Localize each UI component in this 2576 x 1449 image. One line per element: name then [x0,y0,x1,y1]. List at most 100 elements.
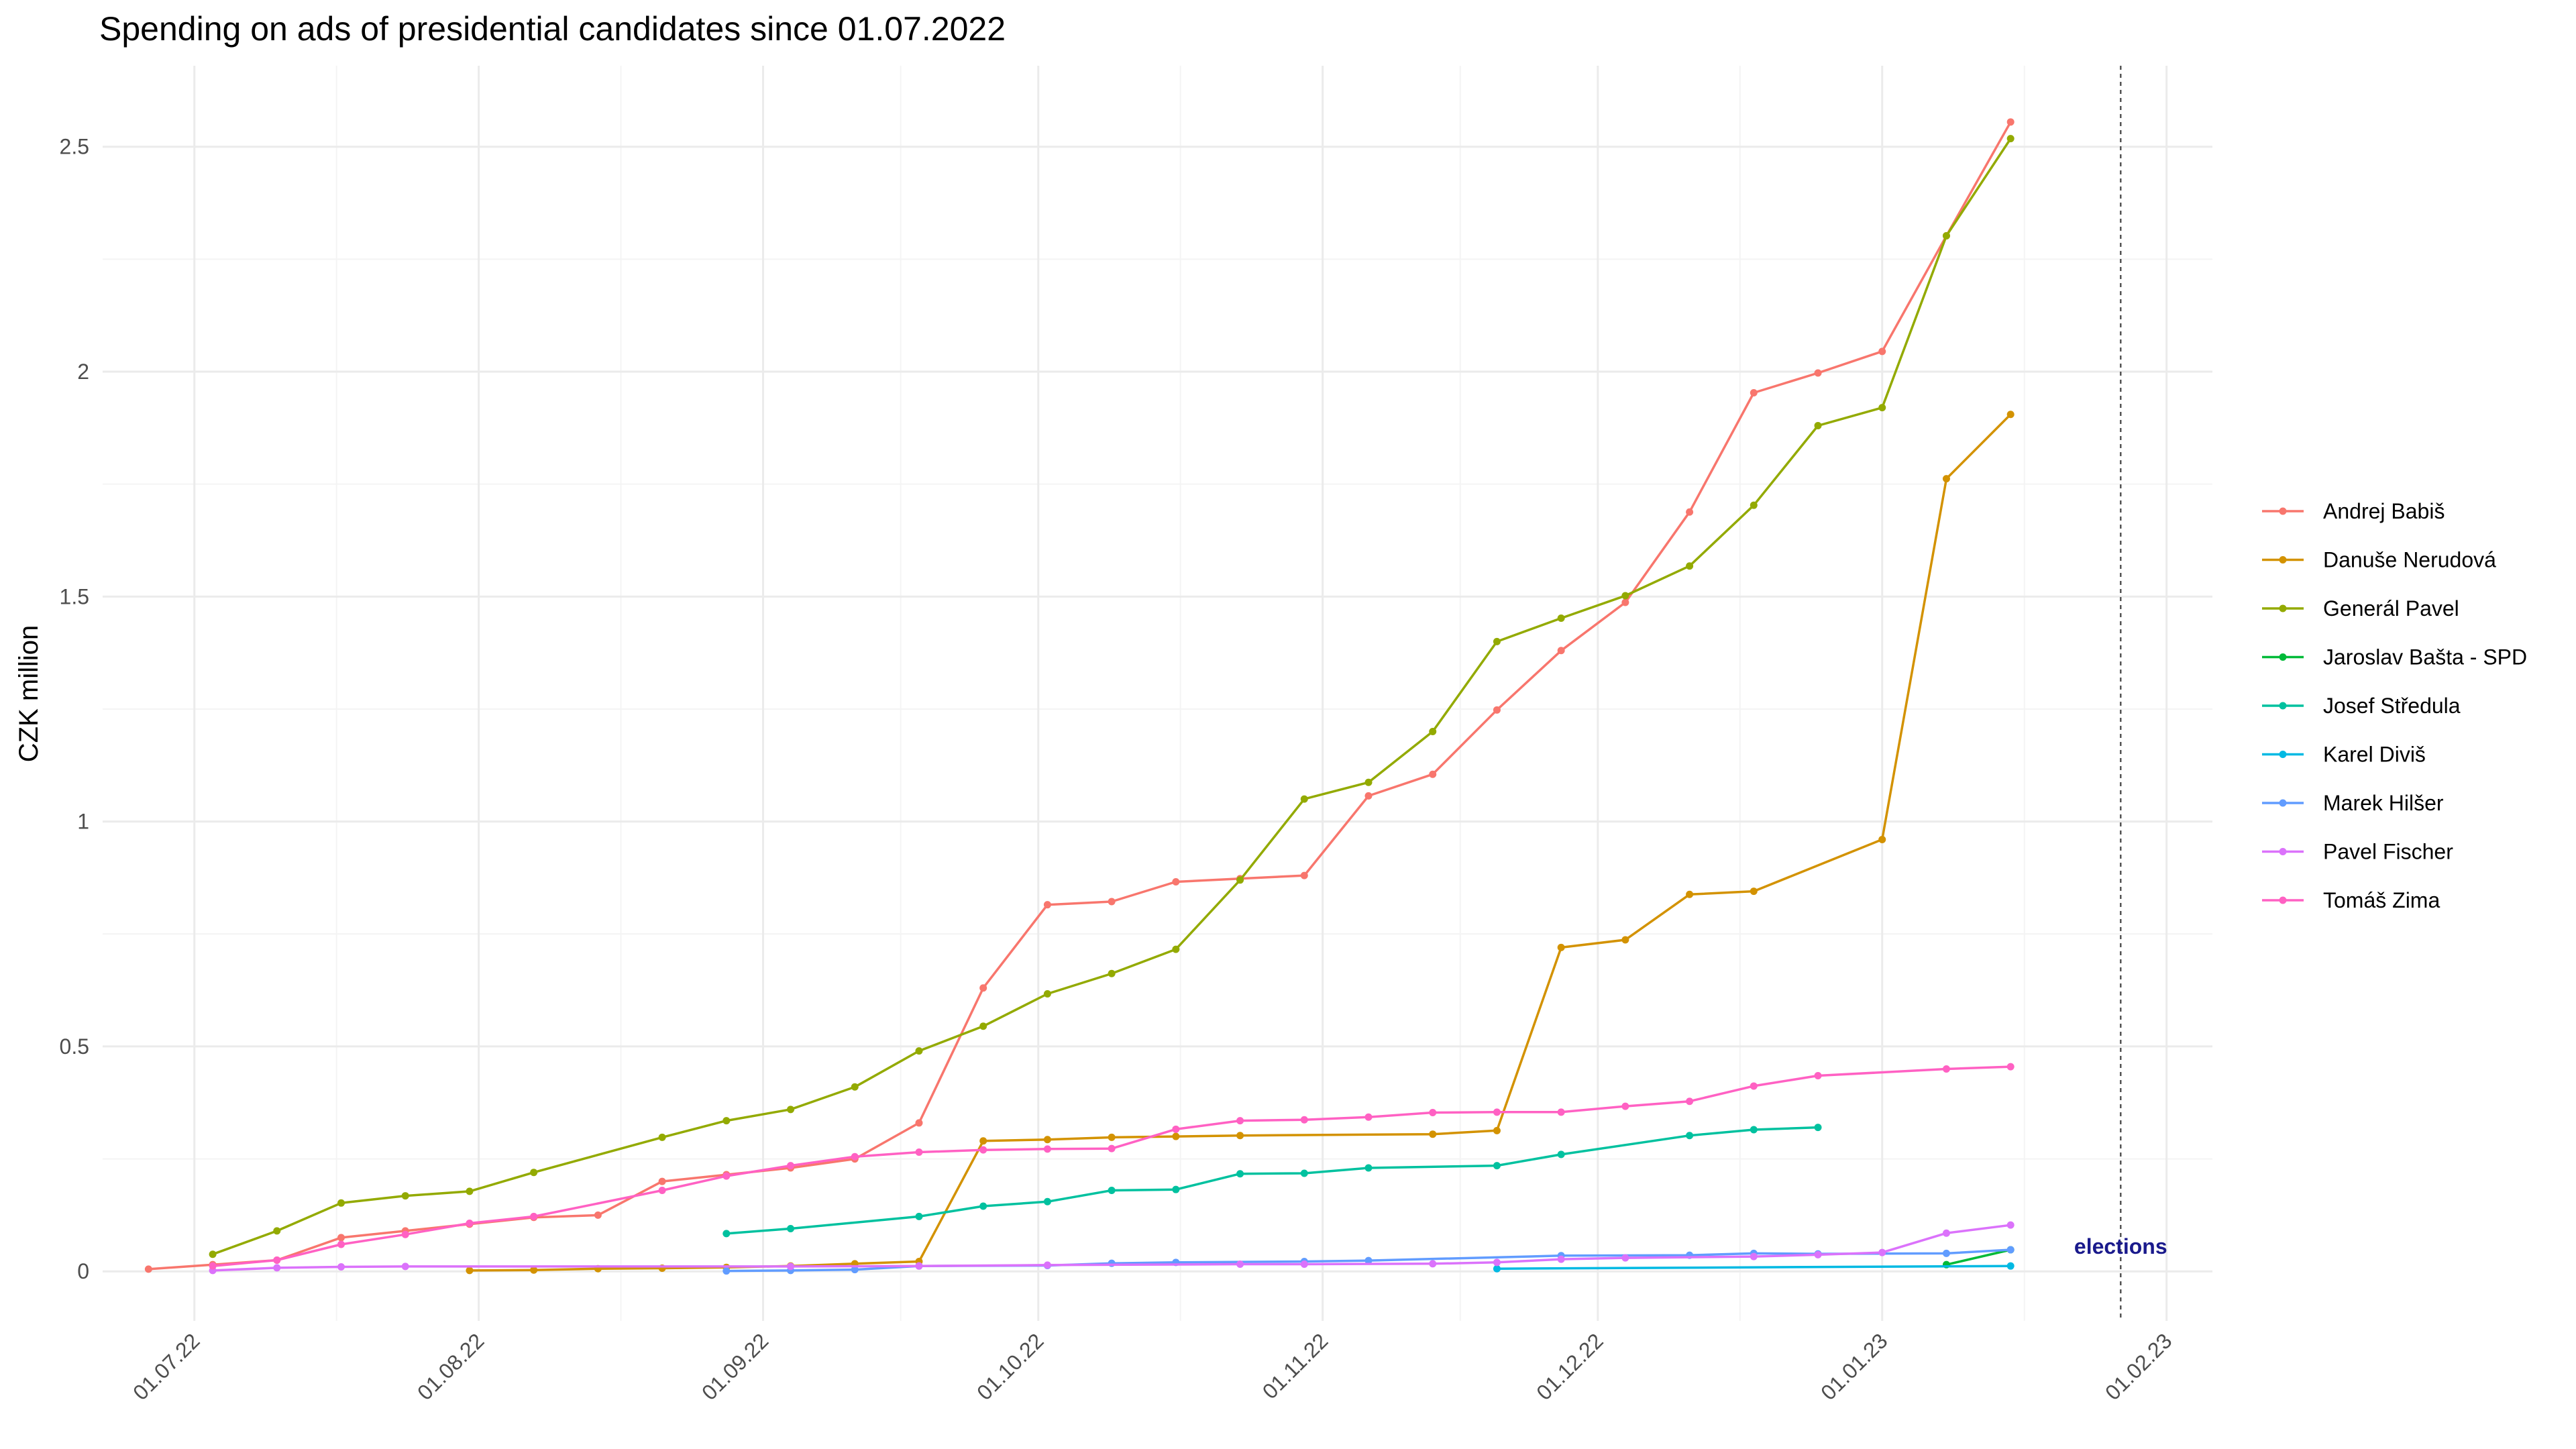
y-tick-label: 1 [77,810,89,834]
data-point [915,1262,923,1270]
series-line [213,1224,2011,1272]
data-point [1750,888,1758,896]
data-point [1236,876,1244,884]
data-point [1814,1250,1822,1258]
data-point [1493,1162,1501,1170]
data-point [851,1152,859,1161]
data-point [787,1263,795,1271]
data-point [1043,989,1051,998]
grid [103,66,2212,1321]
data-point [979,984,987,992]
data-point [915,1212,923,1220]
legend-point [2279,799,2287,807]
data-point [1236,1132,1244,1140]
data-point [466,1267,474,1275]
x-tick-label: 01.11.22 [1258,1328,1333,1403]
data-point [787,1225,795,1233]
data-point [1557,1150,1565,1159]
x-tick-label: 01.08.22 [413,1328,489,1405]
y-tick-label: 2 [77,360,89,384]
data-point [1108,1133,1116,1141]
data-point [2006,135,2015,143]
legend-label: Andrej Babiš [2323,499,2445,523]
data-point [1621,1102,1629,1110]
data-point [1621,592,1629,600]
data-point [1429,1109,1437,1117]
data-point [1750,1252,1758,1260]
legend-point [2279,604,2287,612]
legend-label: Tomáš Zima [2323,888,2440,912]
data-point [1942,1229,1950,1237]
legend-label: Jaroslav Bašta - SPD [2323,645,2527,669]
series-line [212,138,2012,1256]
data-point [337,1240,345,1248]
data-point [1108,898,1116,906]
y-axis-label: CZK million [14,625,44,762]
data-point [1429,1130,1437,1138]
data-point [658,1187,666,1195]
data-point [915,1047,923,1055]
y-tick-label: 0 [77,1259,89,1283]
chart-title: Spending on ads of presidential candidat… [99,10,1006,48]
data-point [1621,598,1629,606]
data-point [1108,969,1116,977]
data-point [1750,501,1758,509]
data-point [1557,943,1565,951]
series [144,118,2015,1273]
data-point [722,1230,731,1238]
data-point [1750,1082,1758,1090]
legend-point [2279,896,2287,904]
data-point [1814,369,1822,377]
data-point [1942,1249,1950,1257]
x-tick-label: 01.01.23 [1816,1328,1892,1405]
series [466,411,2015,1275]
data-point [1878,835,1886,843]
data-point [1364,1113,1373,1121]
data-point [722,1267,731,1275]
data-point [1942,475,1950,483]
data-point [1172,877,1180,885]
x-tick-label: 01.12.22 [1532,1328,1608,1405]
data-point [209,1250,217,1258]
data-point [1429,1260,1437,1268]
legend-label: Pavel Fischer [2323,840,2453,864]
legend-label: Karel Diviš [2323,743,2426,767]
data-point [1364,778,1373,786]
y-tick-label: 0.5 [60,1034,89,1059]
data-point [1108,1187,1116,1195]
data-point [273,1227,281,1235]
legend-label: Marek Hilšer [2323,791,2444,815]
data-point [401,1263,409,1271]
data-point [2006,411,2015,419]
data-point [1364,1256,1373,1265]
data-point [979,1202,987,1210]
y-tick-label: 2.5 [60,135,89,159]
series [209,135,2015,1258]
x-tick-label: 01.10.22 [972,1328,1049,1405]
data-point [1364,792,1373,800]
legend-label: Generál Pavel [2323,596,2459,621]
data-point [337,1199,345,1207]
data-point [401,1230,409,1238]
data-point [1686,890,1694,898]
series-line [469,413,2012,1272]
data-point [1493,706,1501,714]
x-tick-label: 01.09.22 [697,1328,773,1405]
data-point [273,1256,281,1264]
series-line [726,1126,1819,1235]
series [209,1063,2015,1270]
data-point [1814,421,1822,429]
data-point [1172,1185,1180,1193]
data-point [1750,389,1758,397]
data-point [1236,1170,1244,1178]
series [209,1221,2015,1275]
data-point [1300,1260,1308,1269]
series [722,1124,1822,1238]
data-point [1300,795,1308,803]
data-point [1300,1169,1308,1177]
x-tick-label: 01.07.22 [128,1328,205,1405]
data-point [1750,1126,1758,1134]
data-point [1942,231,1950,239]
